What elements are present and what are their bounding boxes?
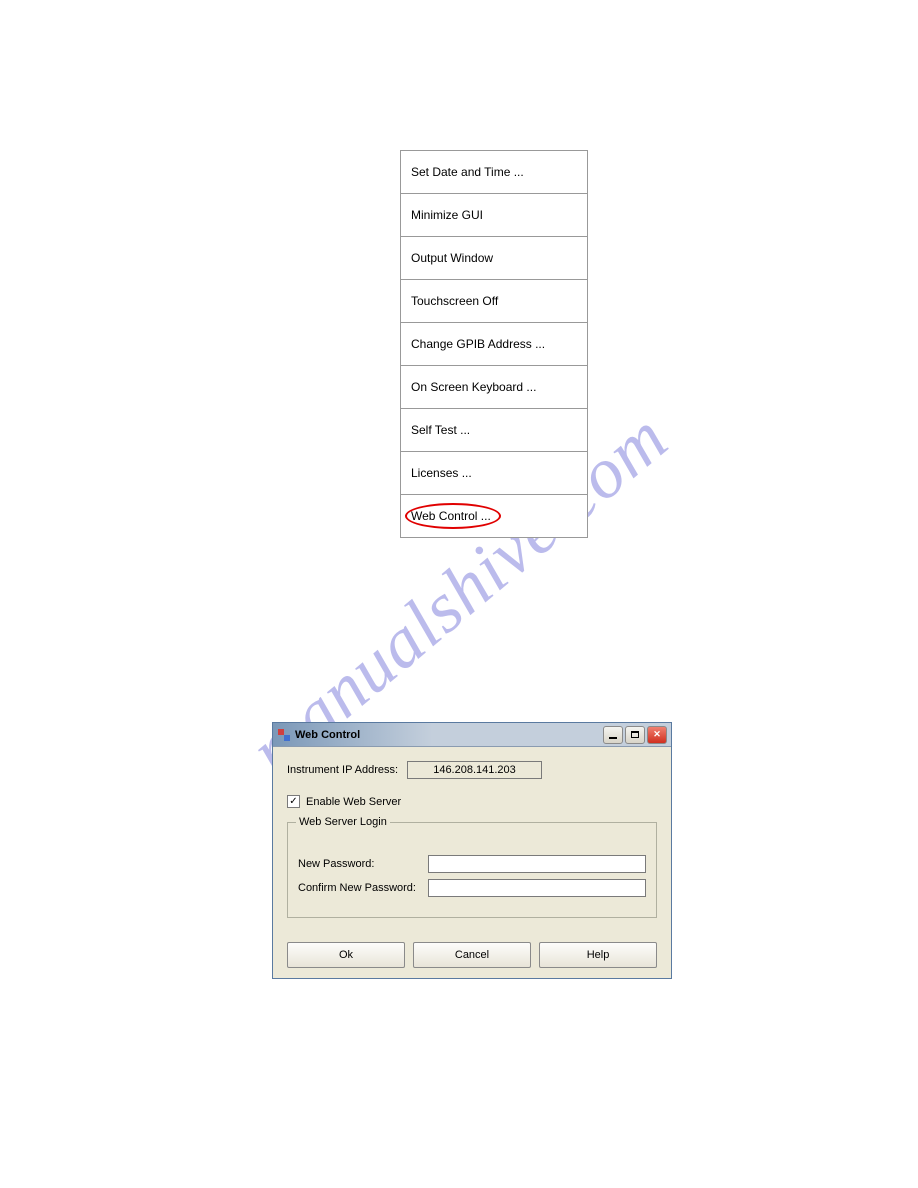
- dialog-button-row: Ok Cancel Help: [287, 942, 657, 968]
- dialog-title: Web Control: [295, 729, 603, 741]
- confirm-password-label: Confirm New Password:: [298, 882, 428, 894]
- new-password-input[interactable]: [428, 855, 646, 873]
- maximize-icon: [631, 731, 639, 738]
- new-password-label: New Password:: [298, 858, 428, 870]
- app-icon: [277, 728, 291, 742]
- cancel-button[interactable]: Cancel: [413, 942, 531, 968]
- menu-item-set-date-time[interactable]: Set Date and Time ...: [401, 151, 587, 194]
- maximize-button[interactable]: [625, 726, 645, 744]
- utilities-menu: Set Date and Time ... Minimize GUI Outpu…: [400, 150, 588, 538]
- minimize-icon: [609, 737, 617, 739]
- close-button[interactable]: ✕: [647, 726, 667, 744]
- menu-item-label: Web Control ...: [411, 509, 491, 523]
- ip-address-value: 146.208.141.203: [407, 761, 542, 779]
- web-control-dialog: Web Control ✕ Instrument IP Address: 146…: [272, 722, 672, 979]
- dialog-titlebar[interactable]: Web Control ✕: [273, 723, 671, 747]
- ip-address-row: Instrument IP Address: 146.208.141.203: [287, 761, 657, 779]
- fieldset-legend: Web Server Login: [296, 816, 390, 828]
- menu-item-minimize-gui[interactable]: Minimize GUI: [401, 194, 587, 237]
- menu-item-on-screen-keyboard[interactable]: On Screen Keyboard ...: [401, 366, 587, 409]
- menu-item-touchscreen-off[interactable]: Touchscreen Off: [401, 280, 587, 323]
- minimize-button[interactable]: [603, 726, 623, 744]
- web-server-login-fieldset: Web Server Login New Password: Confirm N…: [287, 822, 657, 918]
- menu-item-licenses[interactable]: Licenses ...: [401, 452, 587, 495]
- new-password-row: New Password:: [298, 855, 646, 873]
- close-icon: ✕: [653, 729, 661, 740]
- menu-item-output-window[interactable]: Output Window: [401, 237, 587, 280]
- confirm-password-row: Confirm New Password:: [298, 879, 646, 897]
- enable-web-server-label: Enable Web Server: [306, 796, 401, 808]
- menu-item-self-test[interactable]: Self Test ...: [401, 409, 587, 452]
- menu-item-change-gpib[interactable]: Change GPIB Address ...: [401, 323, 587, 366]
- ok-button[interactable]: Ok: [287, 942, 405, 968]
- window-controls: ✕: [603, 726, 667, 744]
- enable-web-server-row: ✓ Enable Web Server: [287, 795, 657, 808]
- dialog-body: Instrument IP Address: 146.208.141.203 ✓…: [273, 747, 671, 978]
- ip-address-label: Instrument IP Address:: [287, 764, 407, 776]
- confirm-password-input[interactable]: [428, 879, 646, 897]
- enable-web-server-checkbox[interactable]: ✓: [287, 795, 300, 808]
- menu-item-web-control[interactable]: Web Control ...: [401, 495, 587, 538]
- help-button[interactable]: Help: [539, 942, 657, 968]
